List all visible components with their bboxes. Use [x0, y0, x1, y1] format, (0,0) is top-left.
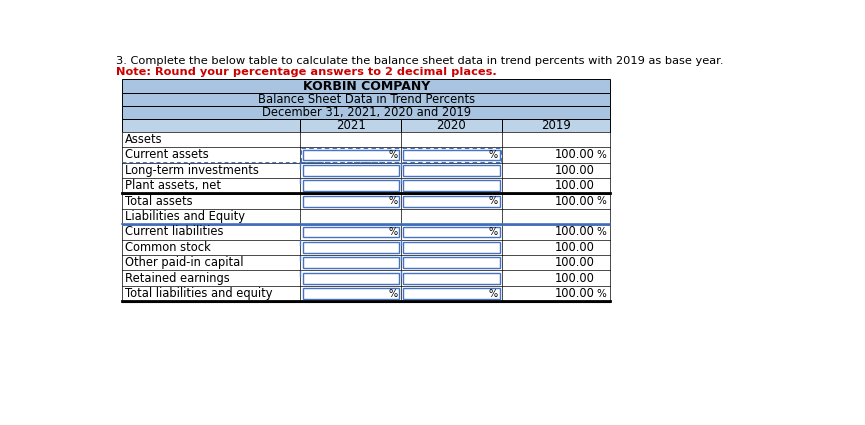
Text: 2021: 2021	[336, 119, 366, 132]
Bar	[303, 258, 399, 268]
Text: Liabilities and Equity: Liabilities and Equity	[125, 210, 245, 223]
Bar	[122, 132, 611, 147]
Bar	[303, 165, 399, 176]
Text: Long-term investments: Long-term investments	[125, 164, 259, 177]
Text: %: %	[489, 150, 498, 160]
Text: %: %	[597, 150, 606, 160]
Text: Common stock: Common stock	[125, 241, 211, 254]
Bar	[303, 273, 399, 283]
Text: Total assets: Total assets	[125, 195, 193, 208]
Text: %: %	[388, 289, 397, 298]
Bar	[403, 180, 499, 191]
Bar	[403, 273, 499, 283]
Text: 2019: 2019	[541, 119, 571, 132]
Text: %: %	[388, 150, 397, 160]
Text: %: %	[489, 289, 498, 298]
Text: %: %	[489, 227, 498, 237]
Bar	[403, 150, 499, 160]
Text: 100.00: 100.00	[555, 148, 595, 162]
Bar	[300, 119, 401, 132]
Bar	[403, 227, 499, 237]
Bar	[122, 286, 611, 301]
Text: %: %	[388, 196, 397, 206]
Text: 3. Complete the below table to calculate the balance sheet data in trend percent: 3. Complete the below table to calculate…	[116, 57, 723, 66]
Text: %: %	[489, 196, 498, 206]
Bar	[403, 165, 499, 176]
Bar	[303, 196, 399, 207]
Bar	[122, 255, 611, 270]
Text: KORBIN COMPANY: KORBIN COMPANY	[303, 79, 430, 93]
Text: 100.00: 100.00	[555, 164, 595, 177]
Text: 100.00: 100.00	[555, 241, 595, 254]
Bar	[122, 147, 611, 163]
Text: %: %	[388, 227, 397, 237]
Bar	[122, 93, 611, 106]
Text: Assets: Assets	[125, 133, 163, 146]
Bar	[303, 150, 399, 160]
Text: 2020: 2020	[437, 119, 466, 132]
Text: %: %	[597, 227, 606, 237]
Text: Retained earnings: Retained earnings	[125, 272, 230, 285]
Text: Total liabilities and equity: Total liabilities and equity	[125, 287, 272, 300]
Bar	[502, 119, 611, 132]
Text: Current liabilities: Current liabilities	[125, 225, 224, 238]
Bar	[122, 163, 611, 178]
Text: 100.00: 100.00	[555, 225, 595, 238]
Text: Other paid-in capital: Other paid-in capital	[125, 256, 244, 269]
Bar	[303, 288, 399, 299]
Bar	[403, 242, 499, 253]
Bar	[303, 242, 399, 253]
Text: Current assets: Current assets	[125, 148, 209, 162]
Bar	[122, 209, 611, 224]
Bar	[403, 288, 499, 299]
Bar	[122, 270, 611, 286]
Text: 100.00: 100.00	[555, 179, 595, 192]
Bar	[122, 224, 611, 240]
Text: Plant assets, net: Plant assets, net	[125, 179, 221, 192]
Text: 100.00: 100.00	[555, 287, 595, 300]
Bar	[122, 119, 300, 132]
Text: December 31, 2021, 2020 and 2019: December 31, 2021, 2020 and 2019	[262, 106, 471, 119]
Bar	[122, 79, 611, 93]
Text: 100.00: 100.00	[555, 195, 595, 208]
Text: Note: Round your percentage answers to 2 decimal places.: Note: Round your percentage answers to 2…	[116, 67, 497, 77]
Bar	[303, 180, 399, 191]
Bar	[122, 106, 611, 119]
Text: %: %	[597, 289, 606, 298]
Bar	[303, 227, 399, 237]
Text: 100.00: 100.00	[555, 256, 595, 269]
Text: %: %	[597, 196, 606, 206]
Bar	[122, 178, 611, 193]
Bar	[122, 240, 611, 255]
Text: 100.00: 100.00	[555, 272, 595, 285]
Bar	[403, 196, 499, 207]
Bar	[122, 193, 611, 209]
Bar	[401, 119, 502, 132]
Text: Balance Sheet Data in Trend Percents: Balance Sheet Data in Trend Percents	[258, 93, 475, 106]
Bar	[403, 258, 499, 268]
